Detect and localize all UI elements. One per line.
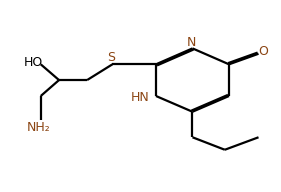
Text: S: S — [107, 51, 115, 64]
Text: O: O — [258, 45, 268, 58]
Text: NH₂: NH₂ — [27, 121, 50, 134]
Text: HO: HO — [24, 55, 43, 69]
Text: N: N — [186, 36, 196, 49]
Text: HN: HN — [131, 91, 150, 104]
